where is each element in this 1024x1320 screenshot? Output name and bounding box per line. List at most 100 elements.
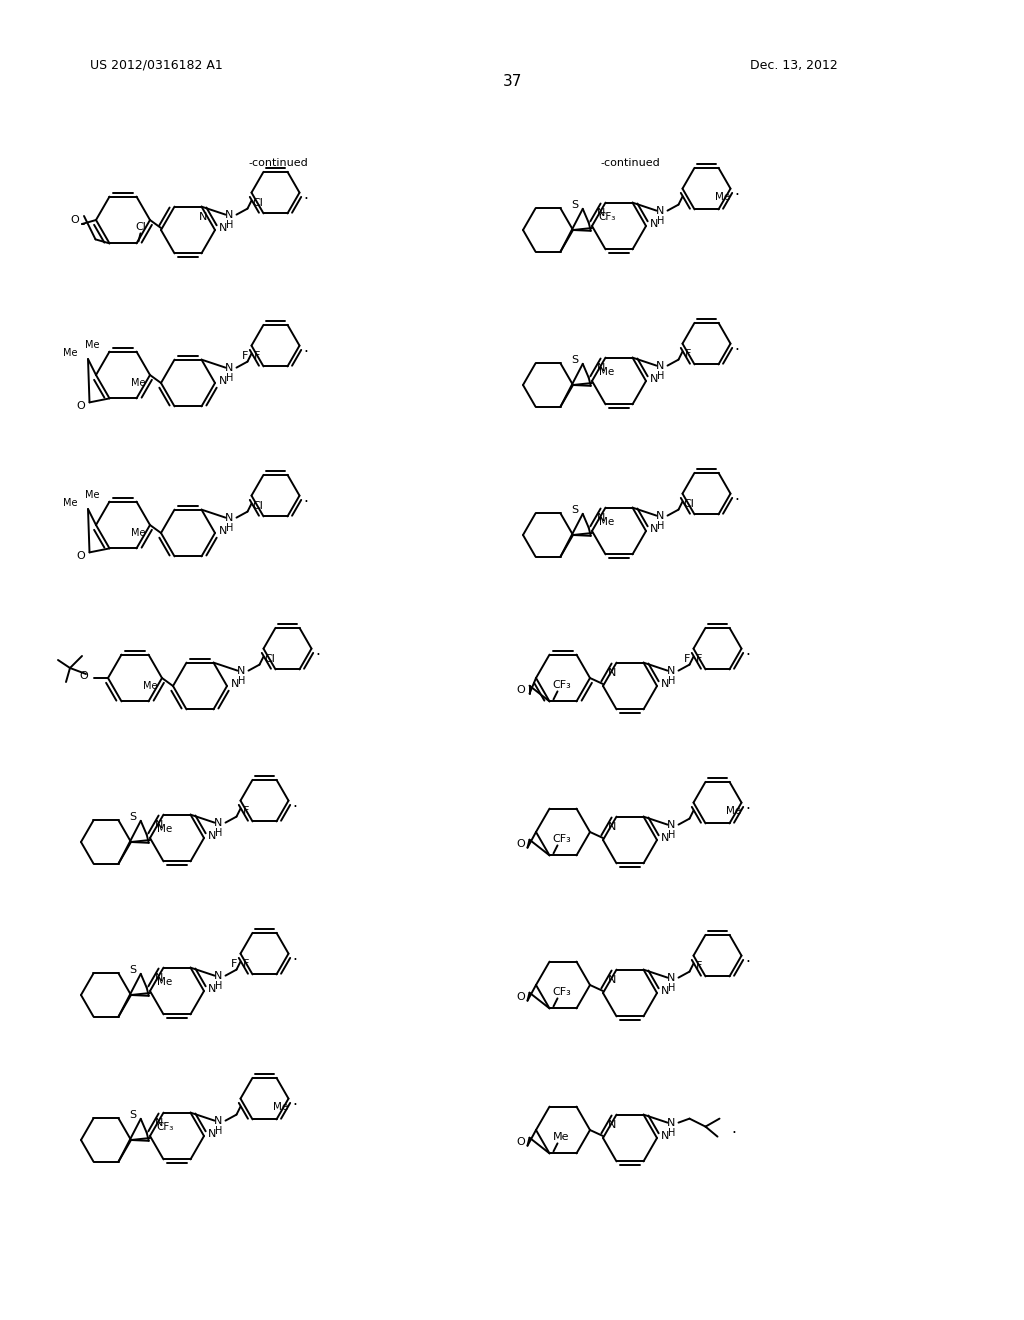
Text: N: N [668,973,676,982]
Text: Cl: Cl [252,198,263,209]
Text: .: . [734,338,739,354]
Text: Cl: Cl [135,222,146,232]
Text: Cl: Cl [264,655,274,664]
Text: -continued: -continued [248,158,308,168]
Text: N: N [668,665,676,676]
Text: Me: Me [157,977,172,987]
Text: F: F [684,653,690,664]
Text: H: H [226,219,233,230]
Text: N: N [650,219,658,228]
Text: N: N [214,1115,222,1126]
Text: CF₃: CF₃ [552,834,570,845]
Text: N: N [660,833,670,843]
Text: Me: Me [85,341,99,350]
Text: Me: Me [272,1102,288,1113]
Text: F: F [231,958,238,969]
Text: N: N [219,376,227,385]
Text: Cl: Cl [683,499,694,510]
Text: N: N [608,1119,616,1130]
Text: .: . [303,341,308,355]
Text: Me: Me [715,193,730,202]
Text: N: N [650,374,658,384]
Text: N: N [208,832,216,841]
Text: F: F [244,807,250,816]
Text: S: S [571,504,579,515]
Text: N: N [656,511,665,520]
Text: N: N [214,970,222,981]
Text: 37: 37 [503,74,521,90]
Text: H: H [238,676,245,685]
Text: S: S [129,1110,136,1119]
Text: O: O [76,401,85,412]
Text: .: . [292,1093,297,1107]
Text: F: F [254,351,261,362]
Text: F: F [696,655,702,664]
Text: O: O [516,991,525,1002]
Text: H: H [656,215,665,226]
Text: N: N [660,678,670,689]
Text: Me: Me [62,348,77,358]
Text: H: H [668,982,675,993]
Text: Me: Me [62,498,77,508]
Text: Me: Me [131,379,145,388]
Text: Me: Me [131,528,145,539]
Text: S: S [571,355,579,364]
Text: Me: Me [599,367,614,376]
Text: F: F [243,351,249,360]
Text: O: O [516,1137,525,1147]
Text: H: H [226,523,233,532]
Text: N: N [608,974,616,985]
Text: Me: Me [157,824,172,834]
Text: .: . [734,183,739,198]
Text: H: H [668,676,675,685]
Text: Me: Me [85,490,99,500]
Text: O: O [516,685,525,694]
Text: N: N [597,512,605,523]
Text: O: O [80,671,88,681]
Text: H: H [668,829,675,840]
Text: .: . [303,187,308,202]
Text: H: H [215,1126,222,1135]
Text: H: H [215,828,222,838]
Text: F: F [685,350,691,359]
Text: S: S [129,965,136,975]
Text: H: H [226,372,233,383]
Text: N: N [200,211,208,222]
Text: Dec. 13, 2012: Dec. 13, 2012 [750,58,838,71]
Text: N: N [230,678,240,689]
Text: .: . [292,795,297,810]
Text: US 2012/0316182 A1: US 2012/0316182 A1 [90,58,223,71]
Text: N: N [219,223,227,234]
Text: .: . [745,797,750,812]
Text: F: F [244,960,250,969]
Text: N: N [656,360,665,371]
Text: -continued: -continued [600,158,659,168]
Text: Me: Me [599,517,614,527]
Text: N: N [656,206,665,215]
Text: H: H [656,371,665,380]
Text: O: O [516,838,525,849]
Text: .: . [731,1121,736,1137]
Text: Me: Me [143,681,158,692]
Text: Cl: Cl [252,502,263,511]
Text: N: N [156,1118,164,1127]
Text: N: N [668,1118,676,1127]
Text: N: N [156,820,164,829]
Text: N: N [208,1129,216,1139]
Text: H: H [215,981,222,990]
Text: H: H [668,1127,675,1138]
Text: .: . [292,948,297,964]
Text: N: N [225,210,233,219]
Text: .: . [734,488,739,503]
Text: N: N [608,821,616,832]
Text: N: N [238,665,246,676]
Text: S: S [571,199,579,210]
Text: N: N [668,820,676,829]
Text: N: N [660,1131,670,1140]
Text: .: . [745,950,750,965]
Text: N: N [597,207,605,218]
Text: N: N [597,363,605,372]
Text: Me: Me [726,807,741,816]
Text: S: S [129,812,136,822]
Text: N: N [650,524,658,535]
